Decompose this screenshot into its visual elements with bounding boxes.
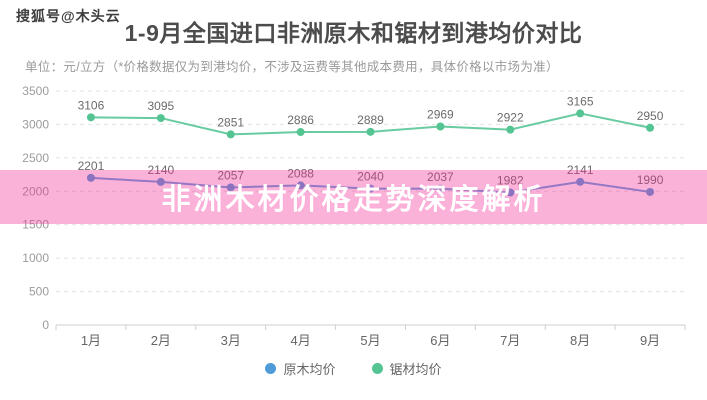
- lumber-price-series-point: [226, 130, 235, 139]
- lumber-price-series-value-label: 3106: [78, 98, 105, 112]
- log-price-series-value-label: 2088: [287, 166, 314, 180]
- promo-overlay-banner: 非洲木材价格走势深度解析: [0, 170, 707, 224]
- log-price-series-value-label: 1982: [497, 173, 524, 187]
- lumber-price-series: 3106 3095 2851 2886 2889 2969 2922 3165 2950: [78, 94, 664, 139]
- lumber-price-series-point: [646, 123, 655, 132]
- svg-text:8月: 8月: [570, 333, 590, 348]
- legend-item-log-price[interactable]: 原木均价: [265, 359, 336, 378]
- svg-text:9月: 9月: [640, 333, 660, 348]
- svg-text:1000: 1000: [22, 251, 49, 265]
- svg-text:2000: 2000: [22, 184, 49, 198]
- lumber-price-series-value-label: 2922: [497, 111, 524, 125]
- lumber-price-series-point: [86, 113, 95, 122]
- log-price-series-point: [226, 183, 235, 192]
- lumber-price-series-point: [296, 128, 305, 137]
- lumber-price-series-point: [366, 127, 375, 136]
- lumber-price-series-value-label: 2950: [637, 109, 664, 123]
- lumber-price-series-value-label: 2851: [217, 115, 244, 129]
- log-price-series-value-label: 2057: [217, 168, 244, 182]
- lumber-price-series-point: [506, 125, 515, 134]
- log-price-series-point: [156, 177, 165, 186]
- lumber-price-series-value-label: 2886: [287, 113, 314, 127]
- lumber-price-series-value-label: 3165: [567, 94, 594, 108]
- lumber-price-series-value-label: 2969: [427, 108, 454, 122]
- lumber-price-legend-dot-icon: [371, 363, 383, 374]
- legend-item-lumber-price[interactable]: 锯材均价: [371, 359, 442, 378]
- x-axis: 1月 2月 3月 4月 5月 6月 7月 8月 9月: [55, 325, 686, 348]
- svg-text:7月: 7月: [500, 333, 520, 348]
- page-title: 1-9月全国进口非洲原木和锯材到港均价对比: [124, 20, 583, 46]
- svg-text:2500: 2500: [22, 151, 49, 165]
- svg-text:6月: 6月: [430, 333, 450, 348]
- lumber-price-series-point: [156, 114, 165, 123]
- svg-text:500: 500: [29, 285, 49, 299]
- svg-text:4月: 4月: [290, 333, 310, 348]
- log-price-legend-dot-icon: [265, 363, 277, 374]
- log-price-series-value-label: 2140: [147, 163, 174, 177]
- svg-text:1月: 1月: [81, 333, 101, 348]
- lumber-price-series-point: [576, 109, 585, 118]
- log-price-series-value-label: 1990: [637, 173, 664, 187]
- chart-subtitle-unit-note: 单位：元/立方（*价格数据仅为到港均价，不涉及运费等其他成本费用，具体价格以市场…: [25, 60, 559, 74]
- log-price-series-point: [366, 184, 375, 193]
- log-price-series-point: [576, 177, 585, 186]
- log-price-series-point: [296, 181, 305, 190]
- lumber-price-series-point: [436, 122, 445, 131]
- log-price-series-value-label: 2201: [78, 159, 105, 173]
- log-price-series-point: [646, 187, 655, 196]
- log-price-series-point: [506, 188, 515, 197]
- lumber-price-series-value-label: 2889: [357, 113, 384, 127]
- legend-label-lumber-price: 锯材均价: [389, 362, 442, 377]
- promo-banner-text: 非洲木材价格走势深度解析: [161, 184, 546, 216]
- y-axis-grid: 0 500 1000 1500 2000 2500 3000 3500: [22, 84, 685, 332]
- log-price-series-value-label: 2040: [357, 170, 384, 184]
- lumber-price-series-value-label: 3095: [147, 99, 174, 113]
- svg-text:1500: 1500: [22, 218, 49, 232]
- log-price-series: 2201 2140 2057 2088 2040 2037 1982 2141 1990: [78, 159, 664, 197]
- svg-text:3000: 3000: [22, 117, 49, 131]
- chart-legend: 原木均价 锯材均价: [0, 359, 707, 378]
- log-price-series-value-label: 2141: [567, 163, 594, 177]
- log-price-series-point: [86, 173, 95, 182]
- svg-text:0: 0: [42, 318, 49, 332]
- legend-label-log-price: 原木均价: [283, 362, 336, 377]
- svg-text:3500: 3500: [22, 84, 49, 98]
- svg-text:5月: 5月: [360, 333, 380, 348]
- log-price-series-value-label: 2037: [427, 170, 454, 184]
- svg-text:3月: 3月: [221, 333, 241, 348]
- svg-text:2月: 2月: [151, 333, 171, 348]
- sohu-account-watermark: 搜狐号@木头云: [16, 8, 121, 24]
- log-price-series-point: [436, 184, 445, 193]
